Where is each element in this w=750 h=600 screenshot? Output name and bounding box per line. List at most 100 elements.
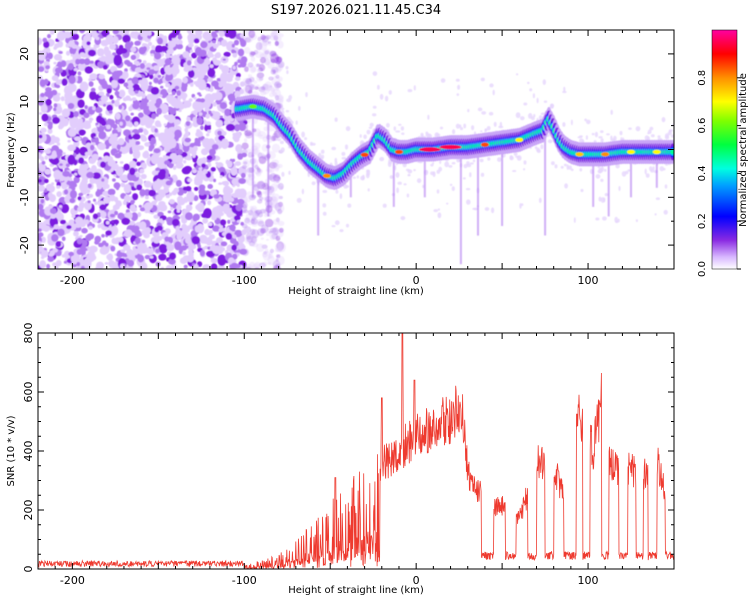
noise-blob [188,69,195,78]
noise-blob [103,125,107,130]
noise-blob [210,257,218,264]
noise-blob [132,248,139,256]
noise-blob [129,167,136,176]
noise-blob [120,182,126,188]
noise-blob [65,163,70,168]
noise-blob [172,165,177,170]
noise-blob [61,108,71,118]
faint-blob [513,152,518,156]
faint-blob [372,71,378,76]
noise-blob [56,185,61,189]
noise-blob [72,182,78,188]
noise-blob [38,203,44,211]
noise-blob [210,167,216,172]
faint-blob [595,217,600,221]
noise-blob [183,160,187,164]
noise-blob [169,192,173,196]
noise-blob [183,100,192,108]
noise-blob [271,199,275,203]
noise-blob [85,189,91,194]
noise-blob [213,178,217,183]
faint-blob [598,136,603,139]
faint-blob [551,161,555,166]
noise-blob [114,90,120,96]
y-tick-label: 10 [18,95,31,109]
faint-blob [455,123,460,129]
faint-blob [296,197,302,203]
faint-blob [598,167,603,174]
noise-blob [141,93,146,99]
noise-blob [92,106,96,111]
noise-blob [248,30,256,39]
streak [477,145,479,236]
noise-blob [187,178,193,183]
noise-blob [193,145,198,152]
noise-blob [196,202,205,213]
noise-blob [54,67,63,74]
noise-blob [190,79,194,84]
noise-blob [102,184,107,190]
noise-blob [225,232,233,240]
noise-blob [84,105,88,110]
noise-blob [137,212,142,218]
noise-blob [49,213,57,219]
faint-blob [579,168,583,172]
noise-blob [256,166,260,171]
noise-blob [201,163,206,168]
noise-blob [126,122,131,126]
noise-blob [217,41,221,46]
noise-blob [77,99,85,108]
noise-blob [264,58,270,66]
noise-blob [209,64,214,68]
spectrogram-x-axis-label: Height of straight line (km) [288,286,424,297]
noise-blob [146,67,151,70]
faint-blob [515,73,519,76]
noise-blob [236,183,240,187]
faint-blob [366,129,371,135]
noise-blob [135,100,140,105]
noise-blob [60,60,67,68]
noise-blob [113,99,120,107]
faint-blob [533,114,536,118]
noise-blob [51,75,59,82]
noise-blob [134,60,140,66]
noise-blob [270,31,279,38]
streak [655,151,658,188]
noise-blob [112,123,118,129]
noise-blob [44,90,50,97]
noise-blob [203,208,212,219]
noise-blob [226,160,233,168]
noise-blob [76,89,85,99]
noise-blob [52,136,60,144]
noise-blob [75,58,81,65]
spectrogram-y-tick-labels: -20 -10 0 10 20 [18,47,31,254]
faint-blob [586,119,591,125]
noise-blob [123,163,130,171]
spectrogram-ticks [37,29,675,270]
faint-blob [489,83,494,88]
noise-blob [255,209,263,215]
noise-blob [200,98,206,103]
noise-blob [132,133,141,140]
streak [267,111,270,217]
noise-blob [139,189,146,197]
noise-blob [113,219,119,225]
noise-blob [43,122,49,127]
faint-blob [416,178,422,184]
faint-blob [285,110,290,113]
snr-series [38,333,674,569]
noise-blob [106,254,111,260]
noise-blob [205,121,212,126]
noise-blob [225,73,234,80]
faint-blob [285,66,289,70]
noise-blob [80,265,85,269]
noise-blob [66,50,70,56]
noise-blob [122,34,131,43]
noise-blob [176,90,181,96]
noise-blob [147,41,153,47]
y-tick-label: -20 [18,236,31,254]
streak [459,147,462,265]
noise-blob [108,260,115,269]
noise-blob [254,51,264,59]
noise-blob [191,236,201,245]
